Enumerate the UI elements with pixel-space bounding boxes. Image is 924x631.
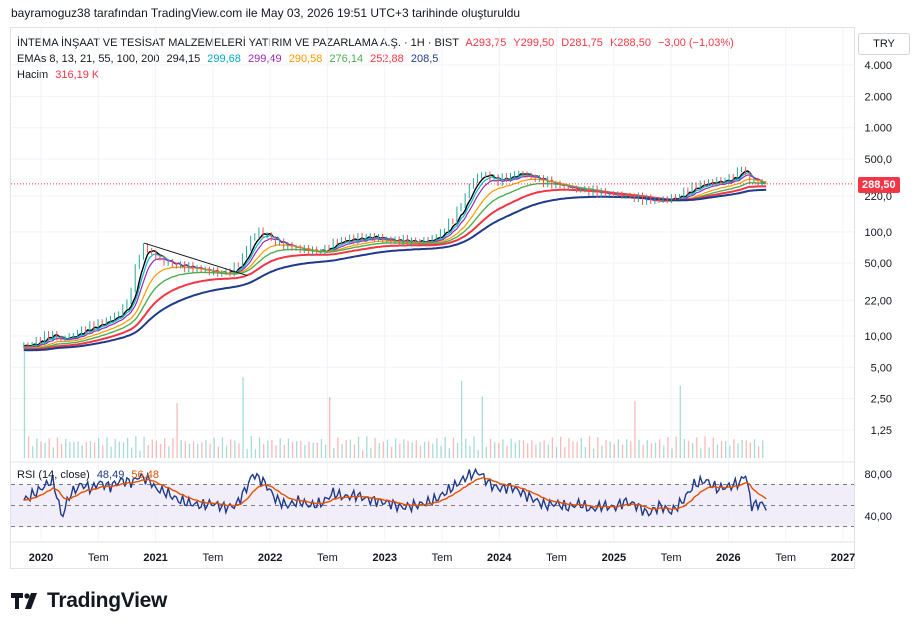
volume-label: Hacim: [17, 69, 49, 81]
y-tick-label: 1.000: [864, 123, 892, 135]
volume-value: 316,19 K: [55, 69, 100, 81]
rsi-label: RSI (14, close): [17, 469, 90, 481]
volume-legend: Hacim 316,19 K: [17, 68, 103, 82]
ema-value: 299,49: [247, 53, 282, 65]
rsi-value: 48,49: [96, 469, 125, 481]
ema-value: 252,88: [370, 53, 404, 65]
ema-legend: EMAs 8, 13, 21, 55, 100, 200 294,15 299,…: [17, 52, 442, 66]
close-value: K288,50: [609, 37, 651, 49]
ema-value: 290,58: [288, 53, 323, 65]
y-tick-label: 4.000: [864, 60, 892, 72]
low-value: D281,75: [561, 37, 603, 49]
rsi-legend: RSI (14, close) 48,49 56,48: [17, 468, 163, 482]
ema-value: 294,15: [166, 53, 201, 65]
y-tick-label: 2,50: [871, 394, 892, 406]
currency-button[interactable]: TRY: [858, 33, 910, 55]
open-value: A293,75: [465, 37, 507, 49]
y-tick-label: 500,0: [864, 154, 892, 166]
rsi-tick-label: 40,00: [864, 511, 892, 523]
change-value: −3,00 (−1,03%): [658, 37, 734, 49]
high-value: Y299,50: [513, 37, 555, 49]
ema-label: EMAs 8, 13, 21, 55, 100, 200: [17, 53, 160, 65]
ema-value: 299,68: [207, 53, 241, 65]
brand-name: TradingView: [47, 589, 168, 612]
last-price-badge: 288,50: [858, 177, 900, 193]
tradingview-logo[interactable]: TradingView: [11, 589, 167, 613]
y-tick-label: 50,00: [864, 258, 892, 270]
y-tick-label: 22,00: [864, 295, 892, 307]
ema-value: 276,14: [329, 53, 364, 65]
tradingview-icon: [11, 593, 37, 609]
ema-value: 208,5: [410, 53, 439, 65]
y-tick-label: 10,00: [864, 331, 892, 343]
y-tick-label: 2.000: [864, 91, 892, 103]
rsi-ma-value: 56,48: [131, 469, 159, 481]
rsi-tick-label: 80,00: [864, 469, 892, 481]
symbol-legend: İNTEMA İNŞAAT VE TESİSAT MALZEMELERİ YAT…: [17, 36, 738, 50]
chart-frame: [10, 27, 855, 569]
y-tick-label: 1,25: [871, 425, 892, 437]
chart-caption: bayramoguz38 tarafından TradingView.com …: [11, 6, 521, 20]
symbol-name: İNTEMA İNŞAAT VE TESİSAT MALZEMELERİ YAT…: [17, 37, 459, 49]
y-tick-label: 100,0: [864, 227, 892, 239]
y-tick-label: 5,00: [871, 362, 892, 374]
